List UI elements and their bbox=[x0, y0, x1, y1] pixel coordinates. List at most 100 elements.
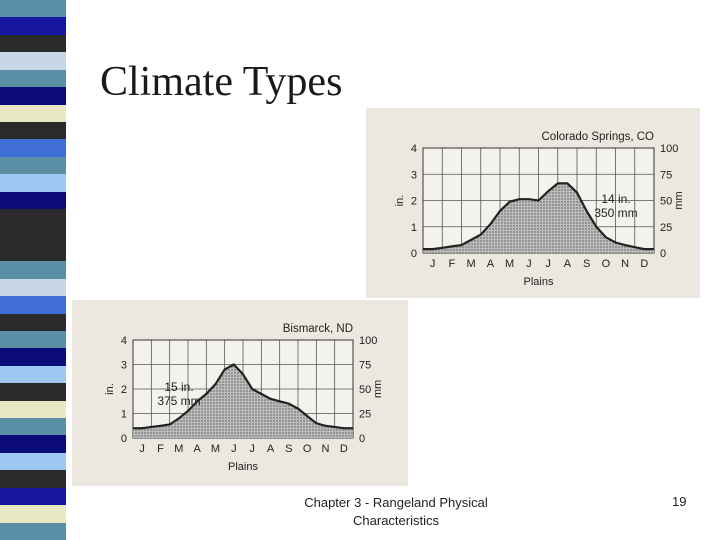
stripe-block bbox=[0, 87, 66, 105]
data-point bbox=[187, 410, 189, 412]
annotation-mm: 375 mm bbox=[157, 394, 200, 408]
data-point bbox=[441, 246, 444, 249]
x-axis-label: Plains bbox=[524, 276, 554, 288]
x-tick-label: M bbox=[211, 443, 220, 455]
x-tick-label: N bbox=[322, 443, 330, 455]
stripe-block bbox=[0, 174, 66, 193]
data-point bbox=[269, 397, 272, 400]
data-point bbox=[556, 182, 559, 185]
data-point bbox=[297, 407, 299, 410]
stripe-block bbox=[0, 435, 66, 454]
y-tick-label-mm: 25 bbox=[660, 222, 672, 234]
x-tick-label: A bbox=[487, 258, 495, 270]
y-tick-label-mm: 0 bbox=[660, 248, 666, 260]
y-axis-label-in: in. bbox=[104, 383, 116, 395]
stripe-block bbox=[0, 52, 66, 71]
stripe-block bbox=[0, 209, 66, 227]
data-point bbox=[342, 427, 345, 430]
stripe-block bbox=[0, 243, 66, 262]
data-point bbox=[470, 239, 472, 241]
stripe-block bbox=[0, 400, 66, 419]
y-tick-label-in: 2 bbox=[411, 196, 417, 208]
data-point bbox=[595, 225, 598, 228]
decorative-stripe bbox=[0, 0, 66, 540]
data-point bbox=[537, 199, 540, 202]
data-point bbox=[518, 198, 521, 201]
data-point bbox=[585, 210, 588, 212]
slide-title: Climate Types bbox=[100, 59, 343, 105]
x-tick-label: J bbox=[139, 443, 145, 455]
data-point bbox=[528, 198, 530, 201]
y-tick-label-in: 4 bbox=[121, 335, 127, 347]
stripe-block bbox=[0, 365, 66, 384]
data-point bbox=[315, 422, 318, 425]
x-tick-label: M bbox=[505, 258, 514, 270]
y-tick-label-mm: 75 bbox=[660, 169, 672, 181]
data-point bbox=[333, 426, 336, 428]
footer-line-2: Characteristics bbox=[353, 513, 439, 528]
stripe-block bbox=[0, 0, 66, 18]
data-point bbox=[232, 363, 235, 366]
stripe-block bbox=[0, 296, 66, 315]
data-point bbox=[633, 246, 636, 249]
x-tick-label: J bbox=[545, 258, 551, 270]
data-point bbox=[251, 388, 254, 390]
x-tick-label: S bbox=[583, 258, 590, 270]
data-point bbox=[451, 245, 453, 248]
x-tick-label: J bbox=[526, 258, 532, 270]
data-point bbox=[177, 417, 180, 420]
y-tick-label-in: 4 bbox=[411, 143, 417, 155]
data-point bbox=[643, 248, 646, 251]
footer-line-1: Chapter 3 - Rangeland Physical bbox=[304, 495, 488, 510]
stripe-block bbox=[0, 17, 66, 36]
x-tick-label: M bbox=[174, 443, 183, 455]
page-number: 19 bbox=[672, 494, 687, 509]
x-tick-label: A bbox=[564, 258, 572, 270]
data-point bbox=[489, 223, 492, 225]
data-point bbox=[223, 368, 226, 371]
y-tick-label-in: 1 bbox=[121, 409, 127, 421]
data-point bbox=[460, 244, 463, 247]
y-axis-label-mm: mm bbox=[372, 380, 384, 398]
x-axis-label: Plains bbox=[228, 461, 258, 473]
stripe-block bbox=[0, 34, 66, 53]
y-tick-label-mm: 25 bbox=[359, 409, 371, 421]
stripe-block bbox=[0, 69, 66, 88]
data-point bbox=[479, 233, 482, 236]
y-tick-label-in: 1 bbox=[411, 222, 417, 234]
stripe-block bbox=[0, 487, 66, 506]
x-tick-label: O bbox=[602, 258, 611, 270]
data-point bbox=[141, 427, 144, 430]
stripe-block bbox=[0, 330, 66, 349]
footer-text: Chapter 3 - Rangeland Physical Character… bbox=[276, 494, 516, 530]
stripe-block bbox=[0, 156, 66, 175]
data-point bbox=[547, 190, 549, 193]
y-tick-label-mm: 75 bbox=[359, 360, 371, 372]
data-point bbox=[150, 426, 153, 428]
data-point bbox=[566, 182, 569, 185]
precip-area bbox=[133, 364, 353, 438]
stripe-block bbox=[0, 191, 66, 210]
data-point bbox=[431, 248, 434, 251]
data-point bbox=[242, 373, 244, 376]
x-tick-label: S bbox=[285, 443, 292, 455]
annotation-inches: 15 in. bbox=[164, 380, 193, 394]
chart-title: Colorado Springs, CO bbox=[542, 131, 655, 143]
x-tick-label: D bbox=[640, 258, 648, 270]
stripe-block bbox=[0, 226, 66, 245]
y-tick-label-mm: 100 bbox=[660, 143, 678, 155]
x-tick-label: A bbox=[267, 443, 275, 455]
y-axis-label-in: in. bbox=[394, 195, 406, 207]
data-point bbox=[499, 210, 501, 212]
stripe-block bbox=[0, 470, 66, 489]
data-point bbox=[287, 402, 290, 405]
x-tick-label: N bbox=[621, 258, 629, 270]
stripe-block bbox=[0, 139, 66, 158]
data-point bbox=[324, 424, 327, 427]
stripe-block bbox=[0, 348, 66, 367]
stripe-block bbox=[0, 505, 66, 524]
x-tick-label: M bbox=[467, 258, 476, 270]
data-point bbox=[624, 244, 626, 247]
